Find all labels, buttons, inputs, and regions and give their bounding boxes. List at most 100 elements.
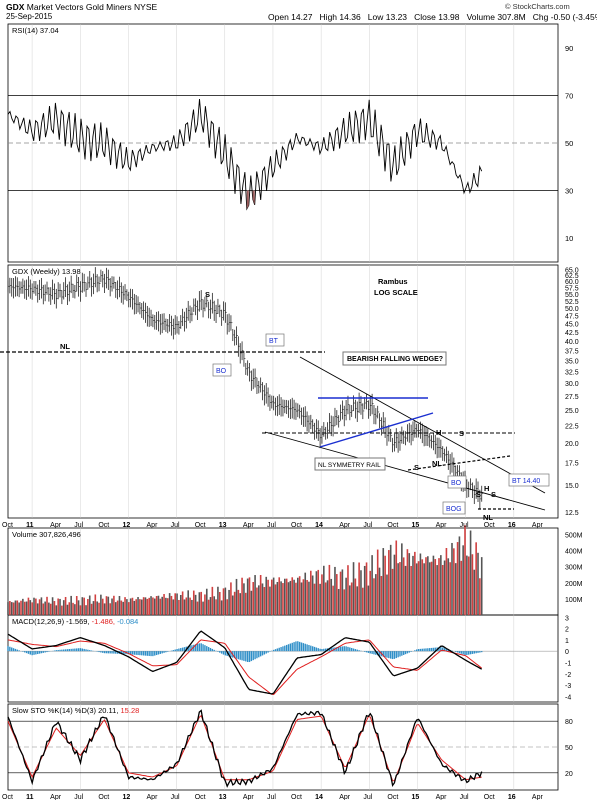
volume-bar	[226, 599, 229, 615]
macd-histogram-bar	[347, 646, 349, 652]
macd-histogram-bar	[287, 644, 290, 652]
macd-histogram-bar	[313, 646, 316, 652]
time-axis-label: Apr	[436, 794, 448, 800]
volume-bar	[161, 596, 163, 615]
wedge-lower-line	[264, 431, 546, 511]
macd-histogram-bar	[408, 651, 410, 653]
macd-histogram-bar	[180, 648, 182, 652]
volume-bar	[373, 578, 375, 615]
volume-bar	[298, 576, 301, 615]
price-tick-label: 40.0	[565, 339, 579, 346]
macd-histogram-bar	[167, 651, 169, 652]
volume-bar	[417, 561, 420, 615]
volume-bar	[423, 563, 425, 615]
macd-histogram-bar	[61, 649, 63, 652]
macd-histogram-bar	[397, 651, 399, 658]
macd-histogram-bar	[187, 646, 189, 652]
price-tick-label: 57.5	[565, 285, 579, 292]
volume-bar	[265, 576, 268, 615]
volume-bar	[155, 595, 158, 615]
macd-histogram-bar	[341, 646, 344, 652]
volume-bar	[66, 604, 69, 615]
volume-bar	[246, 578, 249, 615]
volume-bar	[427, 556, 429, 615]
macd-histogram-bar	[109, 651, 111, 654]
shoulder-label-low2: S	[491, 490, 496, 499]
volume-bar	[111, 598, 113, 615]
volume-bar	[282, 583, 284, 615]
volume-bar	[480, 557, 483, 615]
macd-histogram-bar	[79, 648, 82, 652]
volume-bar	[464, 525, 466, 615]
macd-histogram-bar	[402, 651, 405, 655]
macd-histogram-bar	[479, 651, 481, 653]
volume-tick-label: 200M	[565, 581, 583, 588]
volume-bar	[261, 583, 264, 615]
macd-histogram-bar	[365, 651, 368, 653]
macd-histogram-bar	[226, 651, 228, 656]
volume-bar	[14, 600, 17, 615]
volume-bar	[196, 601, 199, 615]
time-axis-label: Apr	[50, 522, 62, 529]
time-axis-label: Apr	[243, 522, 255, 529]
volume-bar	[406, 549, 409, 615]
volume-bar	[241, 577, 243, 615]
rsi-tick-label: 50	[565, 139, 573, 148]
macd-histogram-bar	[389, 651, 392, 659]
macd-histogram-bar	[85, 649, 87, 652]
volume-bar	[205, 588, 208, 615]
volume-bar	[62, 600, 65, 615]
volume-bar	[345, 577, 347, 615]
time-axis-label: Jul	[267, 794, 276, 800]
macd-histogram-bar	[261, 651, 264, 656]
volume-bar	[42, 603, 45, 615]
time-axis-label: 11	[26, 794, 34, 800]
macd-histogram-bar	[14, 648, 17, 652]
volume-bar	[228, 589, 230, 615]
macd-histogram-bar	[328, 648, 331, 652]
macd-tick-label: 0	[565, 649, 569, 656]
volume-bar	[153, 598, 156, 615]
price-tick-label: 50.0	[565, 306, 579, 313]
macd-histogram-bar	[285, 644, 288, 652]
macd-histogram-bar	[382, 651, 384, 657]
volume-bar	[308, 581, 310, 615]
volume-bar	[328, 564, 331, 615]
volume-bar	[272, 577, 275, 615]
price-tick-label: 15.0	[565, 483, 579, 490]
macd-histogram-bar	[170, 650, 173, 652]
volume-bar	[456, 542, 459, 615]
macd-histogram-bar	[343, 646, 345, 652]
nl-symmetry-label: NL SYMMETRY RAIL	[318, 462, 381, 469]
time-axis-label: Oct	[387, 794, 398, 800]
macd-histogram-bar	[462, 651, 464, 655]
volume-bar	[254, 575, 256, 615]
macd-histogram-bar	[48, 651, 50, 652]
volume-bar	[285, 578, 288, 615]
macd-histogram-bar	[427, 648, 429, 652]
volume-bar	[215, 599, 217, 615]
volume-bar	[466, 555, 468, 615]
macd-histogram-bar	[282, 646, 284, 652]
volume-bar	[388, 550, 390, 615]
volume-bar	[118, 595, 121, 615]
change-value: -0.50 (-3.45%)	[550, 12, 597, 22]
volume-bar	[393, 554, 396, 615]
volume-bar	[404, 565, 407, 615]
volume-bar	[389, 544, 392, 615]
time-axis-label: Oct	[98, 522, 109, 529]
macd-histogram-bar	[183, 647, 186, 652]
macd-histogram-bar	[336, 647, 338, 652]
volume-bar	[239, 593, 242, 615]
macd-histogram-bar	[254, 651, 256, 660]
volume-bar	[148, 597, 150, 615]
macd-histogram-bar	[332, 647, 334, 652]
macd-histogram-bar	[72, 648, 74, 652]
time-axis-label: Jul	[363, 794, 372, 800]
macd-histogram-bar	[289, 643, 292, 652]
macd-histogram-bar	[198, 643, 201, 652]
volume-bar	[126, 599, 128, 615]
macd-histogram-bar	[96, 651, 98, 652]
macd-histogram-bar	[443, 648, 446, 652]
